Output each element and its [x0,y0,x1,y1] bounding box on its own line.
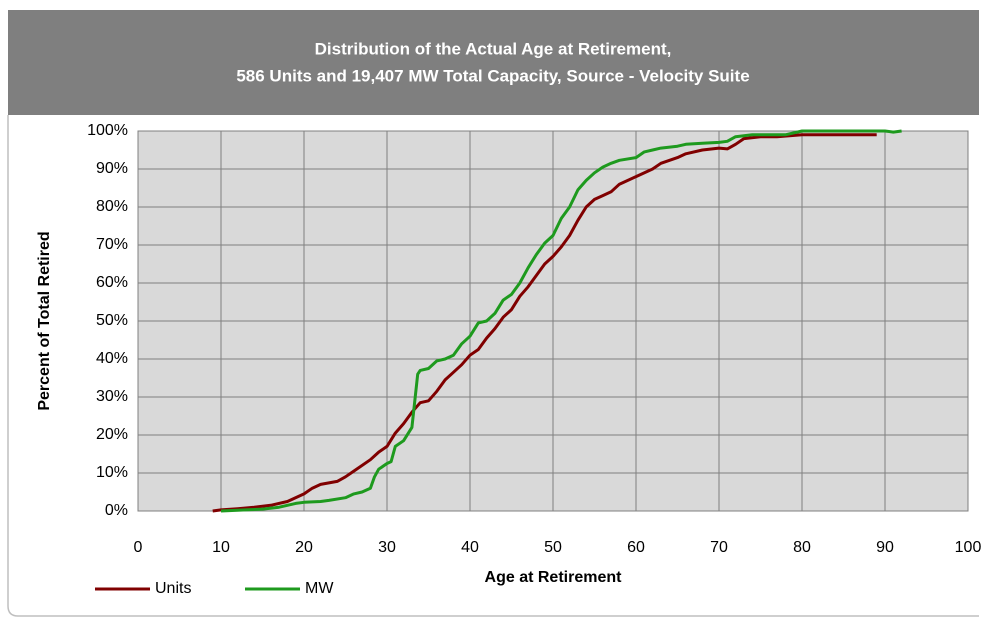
grid: 0% 10% 20% 30% 40% 50% 60% 70% 80% 90% 100% 0 10 20 30… [87,122,981,556]
y-axis-title: Percent of Total Retired [36,231,53,410]
legend: Units MW [95,580,334,597]
chart-border [7,115,979,617]
legend-label: Units [155,580,191,597]
y-tick-label: 100% [87,122,128,139]
chart-title: Distribution of the Actual Age at Retire… [315,39,672,58]
lines [212,129,902,513]
y-tick-label: 80% [96,198,128,215]
y-tick-label: 20% [96,426,128,443]
y-tick-label: 70% [96,236,128,253]
x-tick-label: 10 [212,539,230,556]
x-tick-label: 70 [710,539,728,556]
x-tick-label: 0 [134,539,143,556]
x-tick-label: 80 [793,539,811,556]
y-tick-label: 60% [96,274,128,291]
y-tick-label: 0% [105,502,128,519]
x-tick-label: 100 [955,539,982,556]
y-tick-label: 30% [96,388,128,405]
x-tick-label: 30 [378,539,396,556]
y-tick-label: 90% [96,160,128,177]
x-tick-label: 60 [627,539,645,556]
x-axis-title: Age at Retirement [485,569,623,586]
x-tick-label: 40 [461,539,479,556]
x-tick-label: 50 [544,539,562,556]
y-tick-label: 50% [96,312,128,329]
y-tick-label: 40% [96,350,128,367]
x-tick-label: 20 [295,539,313,556]
chart-title: 586 Units and 19,407 MW Total Capacity, … [236,66,749,85]
x-tick-label: 90 [876,539,894,556]
y-tick-label: 10% [96,464,128,481]
series-line [220,129,902,513]
title-banner [8,10,979,115]
series-line [212,133,877,513]
legend-label: MW [305,580,334,597]
